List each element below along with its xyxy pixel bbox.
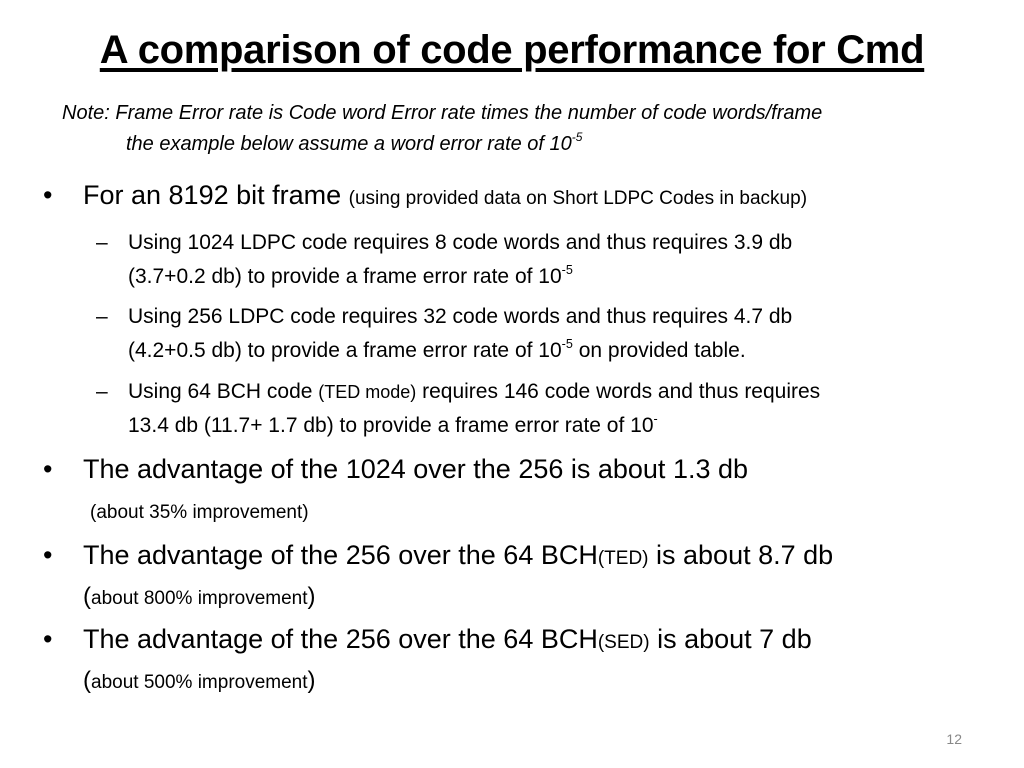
bullet-4-note-open: ( [83,667,91,694]
bullet-4-text-a: The advantage of the 256 over the 64 BCH [83,624,598,654]
bullet-3-note-open: ( [83,583,91,610]
page-number: 12 [946,731,962,747]
bullet-dot: • [43,540,53,570]
sub-bullet-1-line-1: Using 1024 LDPC code requires 8 code wor… [128,231,793,254]
dash-marker: – [96,231,108,254]
bullet-3-note-text: about 800% improvement [91,588,308,609]
bullet-3-mode: (TED) [597,548,649,569]
bullet-4-text-b: is about 7 db [649,624,812,654]
bullet-1-note: (using provided data on Short LDPC Codes… [348,188,808,209]
bullet-3-note-close: ) [307,583,316,610]
bullet-1-text: For an 8192 bit frame [83,180,349,210]
bullet-3-text-b: is about 8.7 db [648,540,834,570]
bullet-4-mode: (SED) [597,632,650,653]
sub-bullet-2-line-2: (4.2+0.5 db) to provide a frame error ra… [128,339,562,362]
bullet-2-text: The advantage of the 1024 over the 256 i… [83,454,749,484]
bullet-2-note: (about 35% improvement) [90,502,309,523]
sub-bullet-2-exponent: -5 [561,336,573,351]
bullet-4-note: (about 500% improvement) [83,667,316,695]
slide-title: A comparison of code performance for Cmd [99,28,925,72]
note-exponent: -5 [571,130,583,145]
bullet-4-note-text: about 500% improvement [91,672,308,693]
note-line-2: the example below assume a word error ra… [126,130,583,155]
bullet-dot: • [43,624,53,654]
sub-bullet-2-line-1: Using 256 LDPC code requires 32 code wor… [128,305,793,328]
sub-bullet-3-line-1a: Using 64 BCH code [128,380,319,403]
sub-bullet-1-line-2: (3.7+0.2 db) to provide a frame error ra… [128,265,562,288]
bullet-3-text-a: The advantage of the 256 over the 64 BCH [83,540,598,570]
note-line-1: Note: Frame Error rate is Code word Erro… [62,102,823,124]
sub-bullet-3-line-1c: requires 146 code words and thus require… [416,380,821,403]
note: Note: Frame Error rate is Code word Erro… [62,98,982,160]
sub-bullet-2-tail: on provided table. [572,339,746,362]
sub-bullet-3-exponent: - [653,411,658,426]
sub-bullet-1-exponent: -5 [561,262,573,277]
bullet-dot: • [43,454,53,484]
bullet-dot: • [43,180,53,210]
sub-bullet-3-line-2: 13.4 db (11.7+ 1.7 db) to provide a fram… [128,414,654,437]
dash-marker: – [96,305,108,328]
sub-bullet-3-mode: (TED mode) [318,382,417,402]
bullet-4-note-close: ) [307,667,316,694]
bullet-3-note: (about 800% improvement) [83,583,316,611]
dash-marker: – [96,380,108,403]
